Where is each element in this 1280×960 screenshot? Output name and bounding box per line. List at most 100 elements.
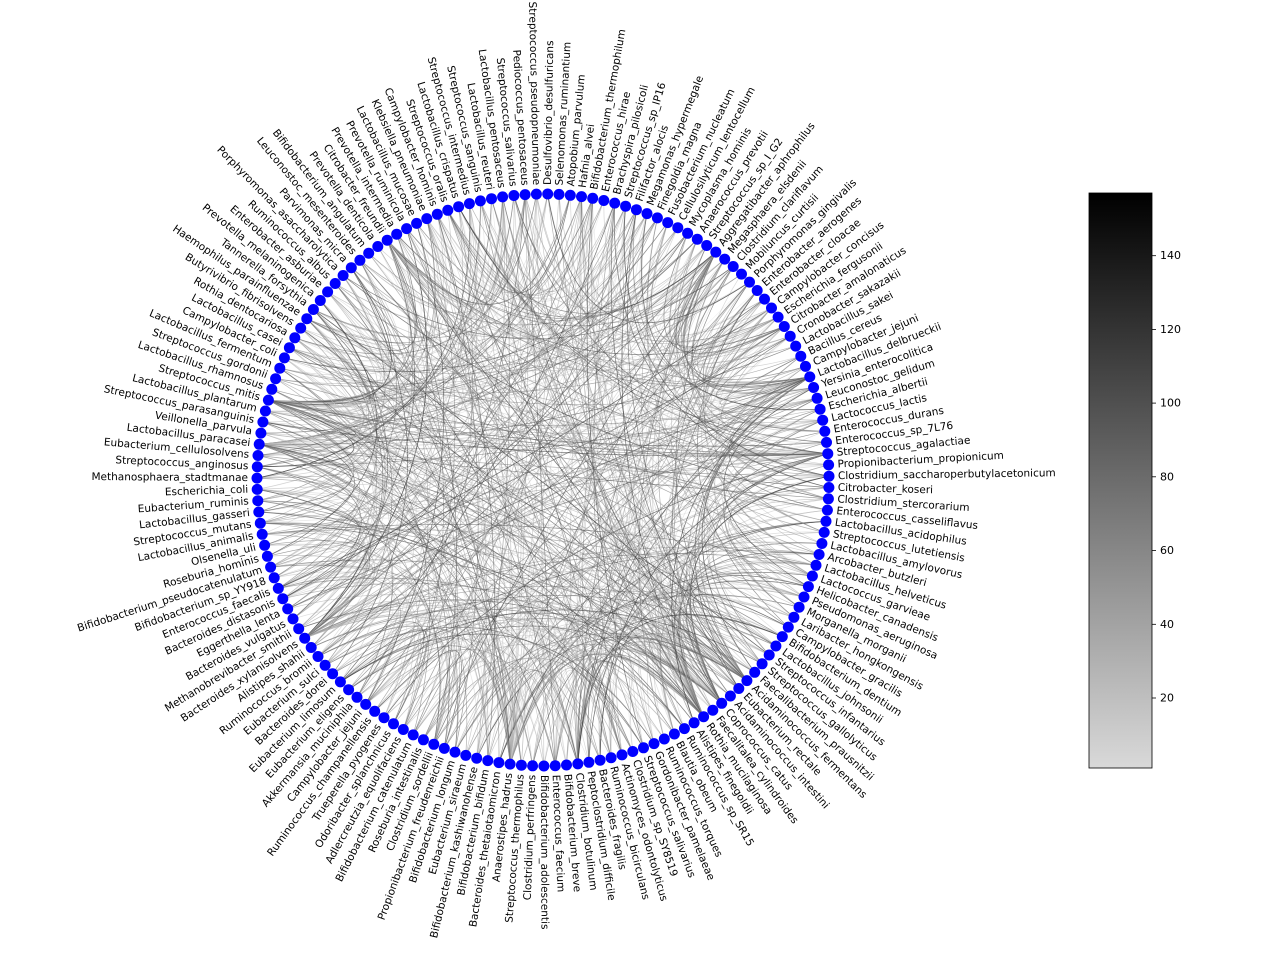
edge bbox=[262, 532, 375, 657]
edge bbox=[278, 576, 401, 705]
edge bbox=[423, 661, 487, 759]
edge bbox=[289, 347, 489, 761]
edge bbox=[674, 239, 814, 394]
edge bbox=[521, 595, 800, 766]
edge bbox=[603, 200, 825, 432]
edge bbox=[396, 196, 504, 303]
node bbox=[345, 262, 357, 274]
edge bbox=[260, 522, 369, 639]
node bbox=[651, 212, 663, 224]
edge bbox=[313, 198, 594, 339]
node bbox=[388, 718, 399, 730]
edge bbox=[447, 210, 742, 324]
edge bbox=[447, 200, 605, 295]
node bbox=[727, 261, 739, 272]
edge bbox=[260, 410, 355, 524]
edge bbox=[268, 217, 658, 403]
colorbar-tick-label: 80 bbox=[1160, 470, 1174, 483]
node bbox=[802, 581, 814, 593]
edge bbox=[458, 206, 810, 383]
edge bbox=[577, 408, 821, 764]
node bbox=[822, 448, 834, 460]
node bbox=[542, 188, 554, 200]
edge bbox=[274, 560, 373, 639]
edge bbox=[396, 234, 704, 717]
edge bbox=[260, 453, 828, 524]
edge bbox=[279, 298, 765, 388]
edge bbox=[627, 209, 748, 681]
node bbox=[790, 340, 802, 352]
node bbox=[668, 728, 680, 740]
edge bbox=[359, 238, 698, 326]
edge bbox=[581, 196, 748, 681]
edge bbox=[697, 281, 801, 379]
edge bbox=[259, 266, 734, 445]
node bbox=[497, 191, 509, 203]
edge bbox=[436, 206, 626, 299]
edge bbox=[332, 267, 408, 674]
node bbox=[691, 233, 703, 245]
edge bbox=[554, 669, 612, 766]
node bbox=[818, 526, 830, 538]
node bbox=[587, 192, 599, 204]
edge bbox=[487, 509, 828, 761]
colorbar: 20 40 60 80 100 120 140 bbox=[1088, 192, 1181, 769]
edge bbox=[502, 196, 612, 758]
edge bbox=[412, 653, 460, 740]
edge bbox=[259, 443, 420, 730]
node bbox=[627, 746, 639, 757]
edge bbox=[257, 318, 369, 490]
edge bbox=[570, 198, 594, 764]
edge bbox=[406, 228, 717, 319]
edge bbox=[267, 209, 637, 557]
edge bbox=[292, 240, 415, 620]
edge bbox=[287, 376, 810, 610]
edge bbox=[641, 213, 830, 477]
edge bbox=[304, 227, 679, 639]
edge bbox=[719, 355, 810, 405]
edge bbox=[673, 542, 822, 723]
colorbar-tick-label: 60 bbox=[1160, 544, 1174, 557]
edge bbox=[426, 218, 827, 443]
node bbox=[810, 559, 822, 571]
edge bbox=[268, 399, 828, 455]
edge bbox=[735, 453, 829, 488]
node bbox=[793, 601, 805, 613]
node bbox=[504, 758, 516, 770]
node bbox=[678, 723, 690, 735]
edge bbox=[668, 239, 785, 355]
edge bbox=[677, 617, 748, 689]
edge bbox=[723, 387, 814, 587]
node bbox=[823, 470, 835, 482]
edge bbox=[679, 475, 830, 717]
node bbox=[749, 666, 761, 678]
edge bbox=[718, 326, 827, 443]
edge bbox=[588, 633, 755, 763]
node bbox=[819, 425, 831, 437]
edge bbox=[340, 633, 449, 745]
edge bbox=[396, 233, 717, 321]
edge bbox=[577, 614, 783, 764]
edge bbox=[723, 419, 823, 608]
edge bbox=[521, 453, 828, 766]
node bbox=[638, 742, 649, 754]
edge bbox=[300, 327, 795, 618]
edge bbox=[509, 366, 806, 765]
edge bbox=[513, 195, 748, 681]
edge bbox=[646, 217, 795, 618]
edge bbox=[257, 453, 828, 490]
edge bbox=[436, 200, 605, 297]
node bbox=[630, 204, 642, 216]
edge bbox=[365, 223, 445, 705]
edge bbox=[726, 536, 820, 577]
edge bbox=[476, 196, 510, 759]
edge bbox=[359, 260, 458, 749]
edge bbox=[393, 218, 456, 724]
edge bbox=[257, 337, 365, 456]
edge bbox=[275, 378, 828, 455]
node bbox=[682, 227, 694, 239]
edge bbox=[257, 217, 658, 456]
edge bbox=[509, 307, 772, 765]
node bbox=[360, 698, 372, 710]
edge bbox=[265, 200, 605, 412]
